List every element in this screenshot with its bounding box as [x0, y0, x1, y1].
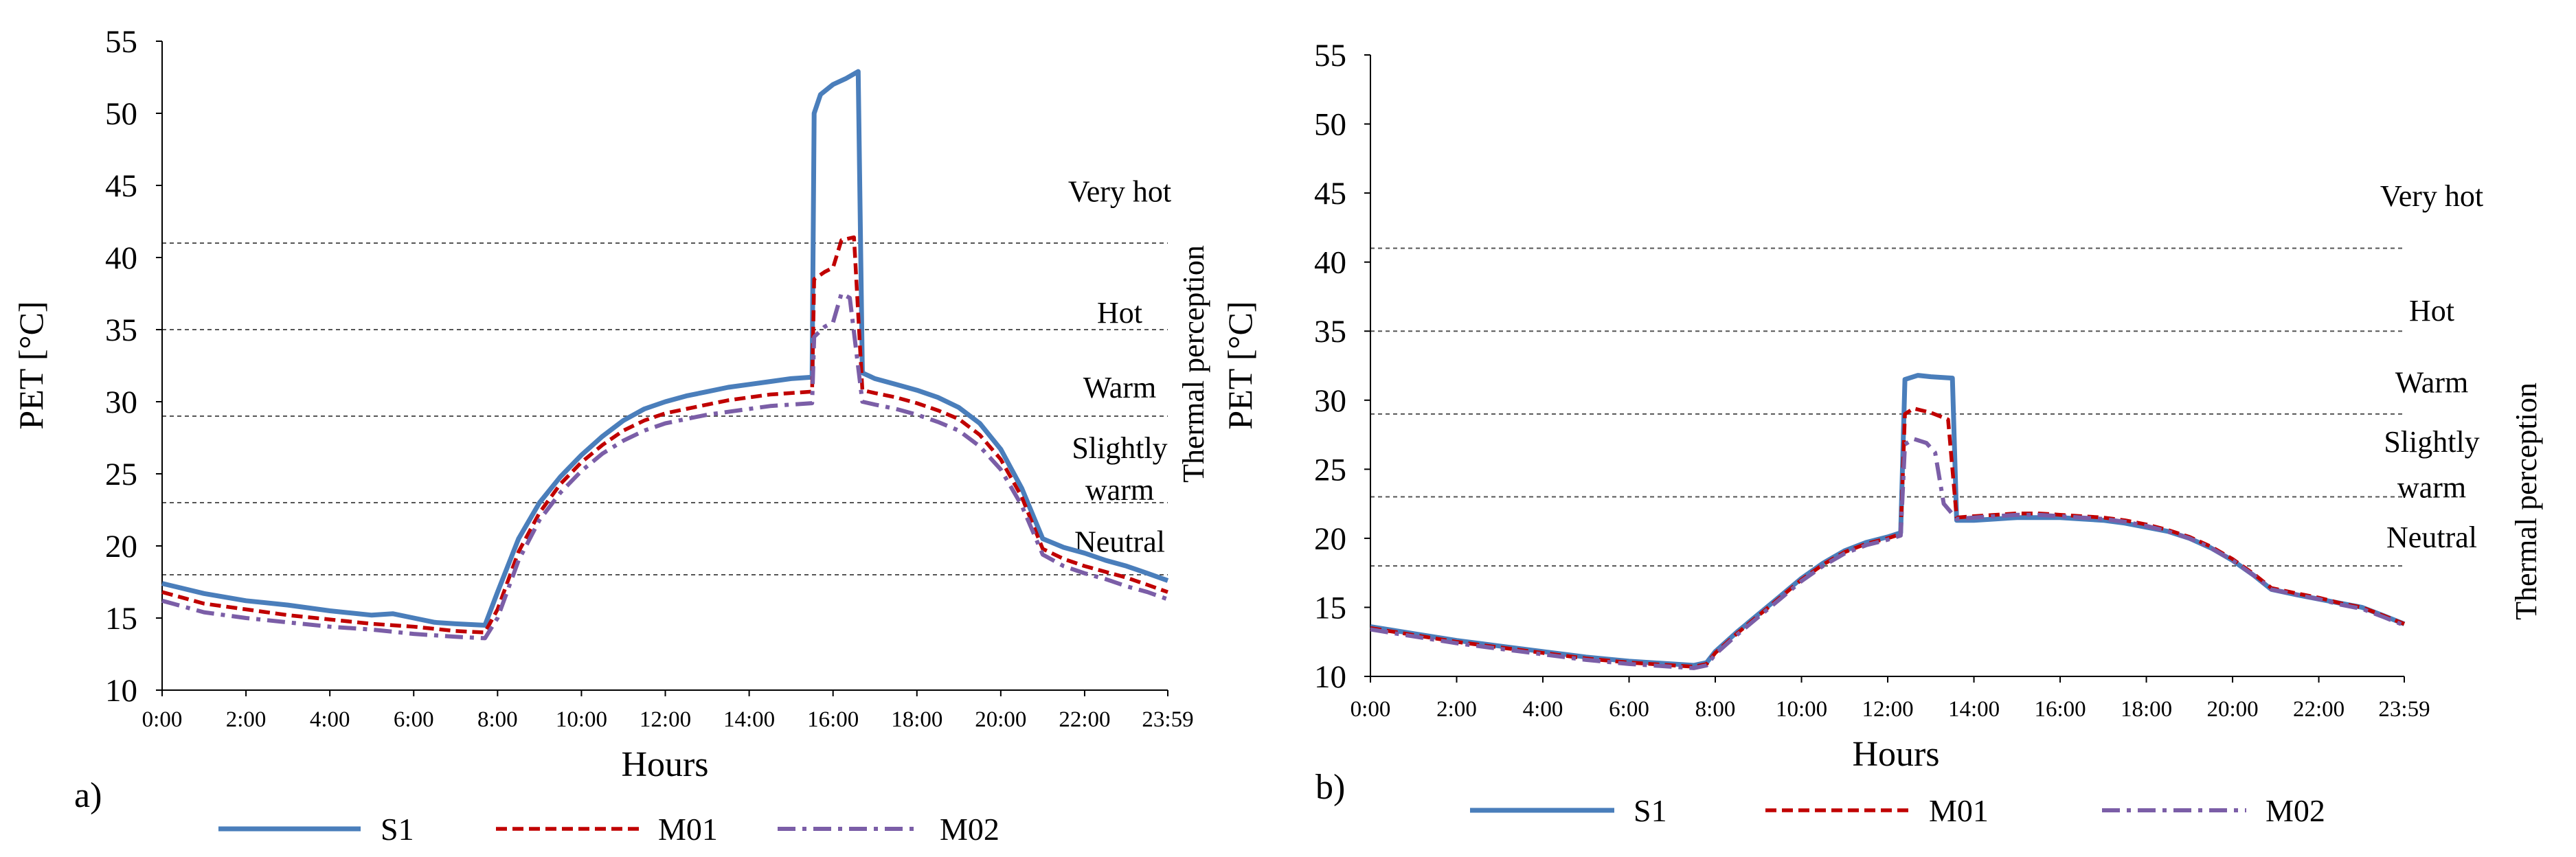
x-tick-label: 0:00: [1351, 697, 1391, 722]
y-axis-label: PET [°C]: [12, 301, 50, 429]
thermal-perception-label: Thermal perception: [1177, 245, 1210, 483]
series-line-m02: [161, 291, 1169, 641]
comfort-zone-label: warm: [1085, 473, 1154, 507]
comfort-zone-label: Slightly: [2384, 425, 2479, 459]
legend-label: M01: [1929, 793, 1989, 828]
y-tick-label: 35: [1314, 314, 1346, 350]
comfort-zone-label: Very hot: [1068, 174, 1171, 208]
y-tick-label: 10: [1314, 659, 1346, 695]
y-axis-label: PET [°C]: [1221, 301, 1259, 429]
x-tick-label: 18:00: [891, 707, 942, 732]
x-tick-label: 18:00: [2121, 697, 2172, 722]
x-tick-label: 10:00: [556, 707, 607, 732]
x-tick-label: 4:00: [1523, 697, 1563, 722]
y-tick-label: 45: [1314, 176, 1346, 212]
comfort-zone-label: Very hot: [2380, 179, 2483, 213]
x-tick-label: 20:00: [2206, 697, 2258, 722]
y-tick-label: 30: [105, 385, 137, 420]
y-tick-label: 50: [105, 96, 137, 132]
x-tick-label: 6:00: [394, 707, 434, 732]
x-axis-label: Hours: [621, 745, 708, 784]
x-tick-label: 22:00: [2293, 697, 2345, 722]
x-tick-label: 12:00: [1862, 697, 1913, 722]
comfort-zone-label: Slightly: [1072, 431, 1167, 465]
comfort-zone-label: Hot: [2409, 294, 2454, 328]
series-line-m01: [1370, 407, 2406, 669]
x-tick-label: 16:00: [807, 707, 859, 732]
x-tick-label: 4:00: [310, 707, 350, 732]
y-tick-label: 15: [105, 601, 137, 637]
y-tick-label: 10: [105, 673, 137, 709]
x-tick-label: 23:59: [2378, 697, 2430, 722]
x-tick-label: 8:00: [477, 707, 518, 732]
y-tick-label: 20: [1314, 521, 1346, 557]
y-tick-label: 20: [105, 529, 137, 564]
x-tick-label: 22:00: [1059, 707, 1110, 732]
x-tick-label: 20:00: [975, 707, 1026, 732]
y-tick-label: 30: [1314, 383, 1346, 419]
x-tick-label: 23:59: [1142, 707, 1193, 732]
legend-label: S1: [1634, 793, 1667, 828]
y-tick-label: 35: [105, 312, 137, 348]
comfort-zone-label: Hot: [1097, 296, 1142, 330]
comfort-zone-label: warm: [2397, 470, 2466, 504]
x-tick-label: 8:00: [1695, 697, 1736, 722]
panel-label: a): [74, 776, 102, 815]
y-tick-label: 50: [1314, 107, 1346, 143]
y-tick-label: 55: [105, 24, 137, 60]
legend-label: S1: [381, 812, 414, 847]
chart-panel-a: 10 15 20 25 30 35 40 45 50 55 0:00 2:00 4:00 6:00 8:00…: [12, 24, 1210, 847]
y-tick-label: 45: [105, 168, 137, 204]
y-tick-label: 40: [1314, 245, 1346, 281]
x-tick-label: 2:00: [226, 707, 267, 732]
x-tick-label: 14:00: [1948, 697, 2000, 722]
y-tick-label: 25: [1314, 452, 1346, 488]
comfort-zone-label: Warm: [1083, 371, 1156, 404]
comfort-zone-label: Neutral: [2386, 521, 2477, 554]
x-tick-label: 10:00: [1776, 697, 1827, 722]
legend-label: M02: [2266, 793, 2325, 828]
x-axis-label: Hours: [1852, 735, 1939, 774]
comfort-zone-label: Warm: [2395, 366, 2468, 400]
thermal-perception-label: Thermal perception: [2509, 382, 2543, 620]
series-line-m02: [1370, 437, 2406, 670]
panel-label: b): [1315, 768, 1345, 807]
x-tick-label: 2:00: [1436, 697, 1477, 722]
x-tick-label: 6:00: [1609, 697, 1649, 722]
series-line-s1: [1370, 373, 2406, 668]
legend-label: M01: [658, 812, 718, 847]
chart-panel-b: 10 15 20 25 30 35 40 45 50 55 0:00 2:00 4:00 6:00 8:00…: [1221, 38, 2543, 828]
x-tick-label: 12:00: [640, 707, 691, 732]
y-tick-label: 15: [1314, 590, 1346, 626]
series-line-s1: [161, 69, 1169, 628]
series-line-m01: [161, 235, 1168, 635]
x-tick-label: 16:00: [2034, 697, 2086, 722]
legend-label: M02: [940, 812, 999, 847]
y-tick-label: 55: [1314, 38, 1346, 73]
x-tick-label: 0:00: [142, 707, 183, 732]
x-tick-label: 14:00: [723, 707, 775, 732]
y-tick-label: 40: [105, 240, 137, 276]
y-tick-label: 25: [105, 457, 137, 492]
